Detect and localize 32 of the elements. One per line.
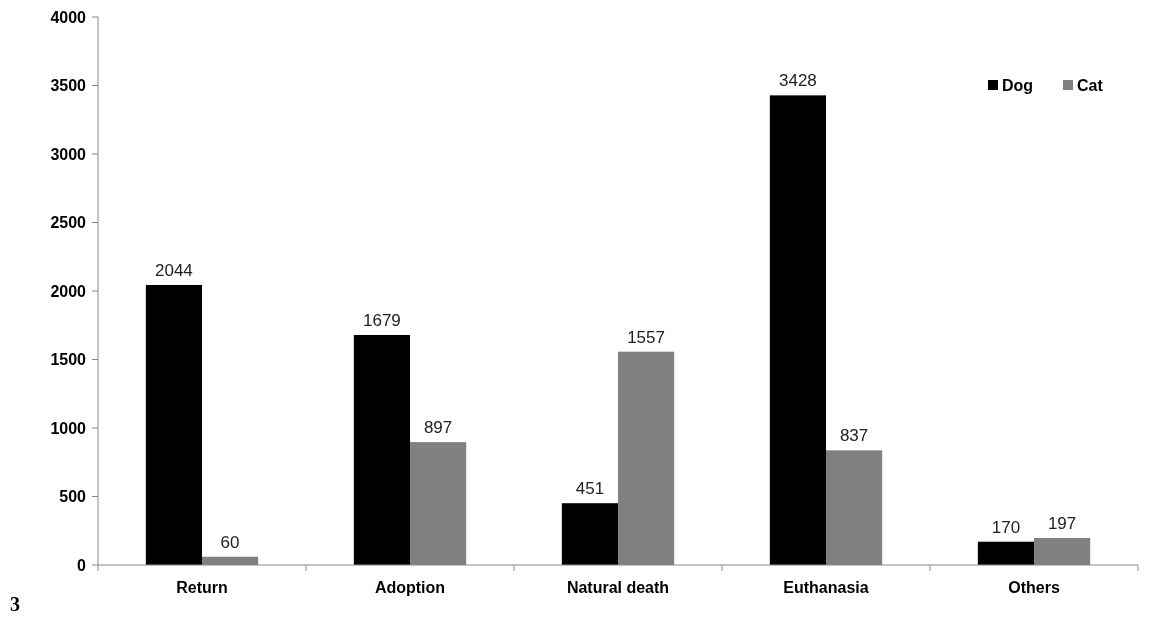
y-tick-label: 1000	[50, 419, 87, 437]
y-tick-label: 3000	[50, 145, 87, 163]
data-label: 1557	[627, 327, 665, 347]
y-tick-label: 2500	[50, 214, 87, 232]
x-tick-label: Euthanasia	[783, 579, 869, 596]
y-tick-label: 1500	[50, 351, 87, 369]
bar	[977, 541, 1034, 565]
y-tick-label: 4000	[50, 8, 87, 26]
legend-label: Dog	[1002, 76, 1034, 94]
data-label: 60	[220, 532, 240, 552]
bar	[353, 334, 410, 565]
data-label: 897	[423, 418, 453, 438]
data-label: 170	[991, 517, 1021, 537]
y-tick-label: 500	[59, 488, 87, 506]
data-label: 197	[1047, 514, 1077, 534]
y-tick-label: 0	[77, 556, 87, 574]
text: 3	[10, 593, 20, 615]
data-label: 2044	[155, 260, 193, 280]
y-tick-label: 2000	[50, 282, 87, 300]
data-label: 451	[575, 479, 605, 499]
bar	[145, 284, 202, 565]
data-label: 3428	[779, 71, 817, 91]
data-label: 837	[839, 426, 869, 446]
y-tick-label: 3500	[50, 77, 87, 95]
legend-label: Cat	[1077, 76, 1104, 94]
x-tick-label: Adoption	[374, 579, 446, 596]
bar	[769, 95, 826, 565]
bar	[561, 503, 618, 565]
data-label: 1679	[363, 310, 401, 330]
x-tick-label: Others	[1008, 579, 1060, 596]
x-tick-label: Natural death	[566, 579, 670, 596]
x-tick-label: Return	[176, 579, 228, 596]
